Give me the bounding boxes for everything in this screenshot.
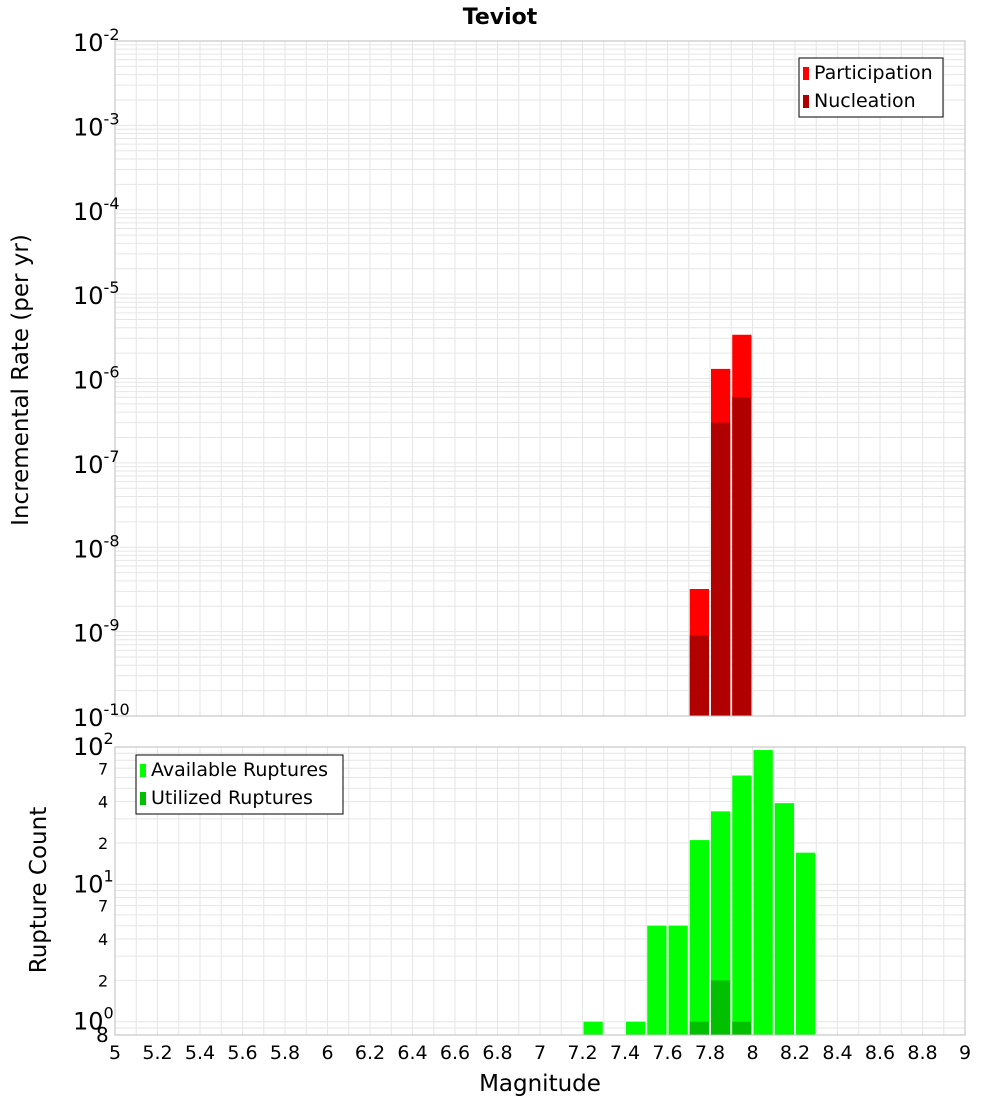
top-y-tick-label: 10-10	[73, 700, 130, 732]
x-tick-label: 6	[321, 1042, 333, 1064]
top-bars	[689, 334, 752, 716]
bottom-y-minor-label: 7	[98, 897, 108, 916]
legend-box	[135, 754, 344, 815]
available-bar	[774, 803, 794, 1035]
nucleation-bar	[732, 397, 752, 716]
available-bar	[753, 750, 773, 1035]
legend-label-nucleation: Nucleation	[814, 90, 916, 112]
utilized-bar	[689, 1021, 709, 1035]
x-tick-label: 8.4	[822, 1042, 852, 1064]
bottom-y-axis-label: Rupture Count	[26, 807, 52, 973]
x-tick-label: 8	[746, 1042, 758, 1064]
legend-label-participation: Participation	[814, 62, 933, 84]
utilized-bar	[732, 1021, 752, 1035]
x-tick-label: 7.8	[695, 1042, 725, 1064]
bottom-panel: 102 101 100 7 4 2 7 4 2 8 Available Ruptures Utiliz…	[73, 729, 971, 1064]
x-tick-label: 7.2	[567, 1042, 597, 1064]
top-y-axis-label: Incremental Rate (per yr)	[8, 234, 34, 526]
top-grid	[114, 40, 966, 717]
bottom-y-tick-label: 102	[73, 729, 114, 761]
bottom-legend: Available Ruptures Utilized Ruptures	[135, 754, 344, 815]
available-bar	[668, 925, 688, 1035]
bottom-y-minor-label: 8	[96, 1023, 109, 1047]
x-tick-label: 5.6	[227, 1042, 257, 1064]
legend-label-available: Available Ruptures	[151, 759, 328, 781]
top-y-tick-label: 10-6	[73, 363, 120, 395]
x-tick-label: 7.4	[610, 1042, 640, 1064]
bottom-y-minor-label: 4	[98, 793, 108, 812]
nucleation-bar	[689, 635, 709, 716]
top-y-tick-label: 10-8	[73, 531, 120, 563]
chart-title: Teviot	[463, 5, 538, 30]
x-tick-label: 8.8	[907, 1042, 937, 1064]
x-tick-label: 6.8	[482, 1042, 512, 1064]
x-tick-label: 5.4	[185, 1042, 215, 1064]
top-y-tick-label: 10-4	[73, 194, 120, 226]
bottom-y-tick-label: 101	[73, 866, 114, 898]
legend-swatch-available	[140, 764, 146, 777]
x-axis-label: Magnitude	[479, 1071, 601, 1097]
top-legend: Participation Nucleation	[798, 57, 944, 118]
top-plot-frame	[114, 40, 966, 717]
x-tick-label: 8.6	[865, 1042, 895, 1064]
bottom-y-minor-label: 7	[98, 759, 108, 778]
bottom-y-minor-label: 2	[98, 834, 108, 853]
x-tick-label: 5.2	[142, 1042, 172, 1064]
x-tick-label: 5	[109, 1042, 121, 1064]
available-bar	[711, 811, 731, 1035]
top-panel: 10-2 10-3 10-4 10-5 10-6 10-7 10-8 10-9 10-10 Par…	[73, 25, 966, 732]
available-bar	[626, 1021, 646, 1035]
bottom-plot-frame	[114, 746, 966, 1036]
legend-box	[798, 57, 944, 118]
x-tick-label: 7	[534, 1042, 546, 1064]
available-bar	[732, 775, 752, 1035]
top-y-tick-label: 10-2	[73, 25, 120, 57]
available-bar	[647, 925, 667, 1035]
x-tick-labels: 5 5.2 5.4 5.6 5.8 6 6.2 6.4 6.6 6.8 7 7.2 7.4 7.6 7.8 8…	[109, 1042, 971, 1064]
x-tick-label: 6.4	[397, 1042, 427, 1064]
bottom-y-minor-label: 2	[98, 971, 108, 990]
x-tick-label: 9	[959, 1042, 971, 1064]
top-y-tick-label: 10-7	[73, 447, 120, 479]
utilized-bar	[711, 980, 731, 1035]
available-bar	[796, 852, 816, 1035]
available-bar	[689, 840, 709, 1035]
legend-swatch-nucleation	[803, 95, 809, 108]
bottom-bars	[583, 750, 816, 1035]
x-tick-label: 6.2	[355, 1042, 385, 1064]
legend-label-utilized: Utilized Ruptures	[151, 787, 313, 809]
top-y-tick-label: 10-3	[73, 109, 120, 141]
x-tick-label: 8.2	[780, 1042, 810, 1064]
top-y-tick-label: 10-9	[73, 616, 120, 648]
legend-swatch-participation	[803, 67, 809, 80]
nucleation-bar	[711, 422, 731, 716]
legend-swatch-utilized	[140, 792, 146, 805]
bottom-y-tick-label: 100	[73, 1004, 114, 1036]
bottom-y-minor-label: 4	[98, 930, 108, 949]
top-y-tick-label: 10-5	[73, 278, 120, 310]
available-bar	[583, 1021, 603, 1035]
x-tick-label: 6.6	[440, 1042, 470, 1064]
x-tick-label: 7.6	[652, 1042, 682, 1064]
x-tick-label: 5.8	[270, 1042, 300, 1064]
